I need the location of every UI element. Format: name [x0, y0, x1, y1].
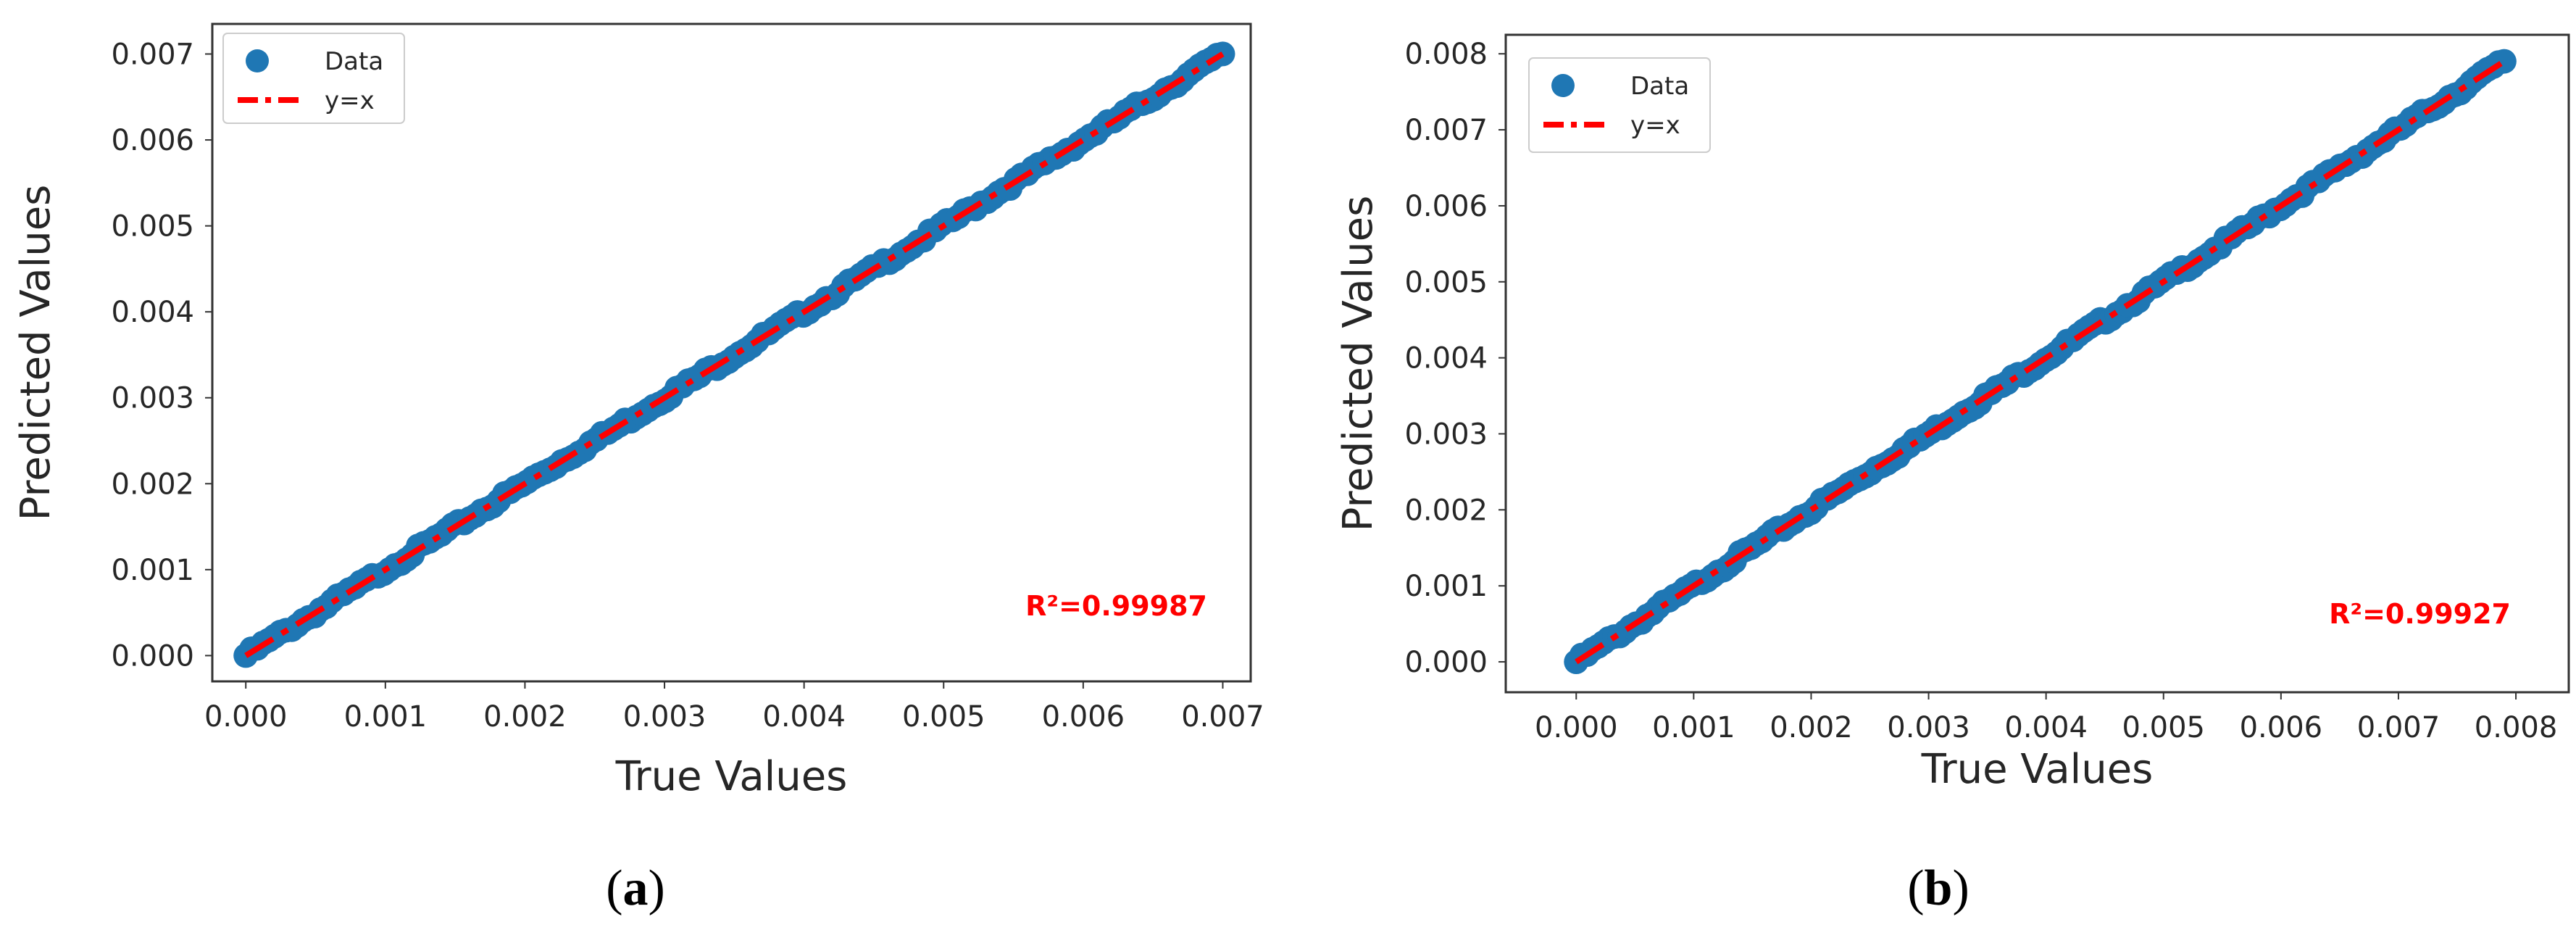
panel-label-open: (	[606, 860, 622, 916]
y-tick-label: 0.007	[1404, 114, 1488, 147]
y-tick-label: 0.000	[1404, 646, 1488, 679]
legend-marker-data	[246, 49, 269, 72]
identity-line	[244, 51, 1225, 658]
x-tick-label: 0.005	[902, 700, 985, 734]
y-tick-label: 0.007	[111, 38, 194, 71]
x-tick-label: 0.006	[1042, 700, 1125, 734]
x-tick-label: 0.007	[1181, 700, 1264, 734]
y-tick-label: 0.000	[111, 639, 194, 673]
x-tick-label: 0.002	[483, 700, 567, 734]
x-tick-label: 0.007	[2357, 711, 2440, 744]
y-axis-label: Predicted Values	[12, 185, 59, 521]
y-tick-label: 0.003	[1404, 418, 1488, 451]
y-tick-label: 0.005	[1404, 266, 1488, 299]
x-tick-label: 0.008	[2475, 711, 2558, 744]
x-axis-label: True Values	[615, 753, 848, 800]
r2-annotation: R²=0.99987	[1025, 590, 1207, 622]
x-tick-label: 0.001	[344, 700, 428, 734]
r2-annotation: R²=0.99927	[2329, 598, 2511, 630]
legend-box	[1528, 57, 1711, 153]
x-tick-label: 0.004	[762, 700, 846, 734]
x-tick-label: 0.006	[2240, 711, 2323, 744]
legend: Data y=x	[222, 33, 405, 124]
y-tick-label: 0.004	[1404, 342, 1488, 375]
y-tick-label: 0.003	[111, 382, 194, 415]
panel-label-open: (	[1907, 860, 1924, 916]
y-tick-label: 0.008	[1404, 38, 1488, 71]
x-tick-label: 0.000	[1535, 711, 1618, 744]
x-axis-label: True Values	[1921, 746, 2154, 793]
x-tick-label: 0.002	[1770, 711, 1853, 744]
y-axis-label: Predicted Values	[1335, 196, 1382, 532]
panel-label-close: )	[1952, 860, 1969, 916]
legend-label-data: Data	[325, 47, 383, 76]
chart-panel-a: 0.000 0.001 0.002 0.003 0.004 0.005 0.006 0.007…	[12, 22, 1264, 800]
legend-label-line: y=x	[1630, 111, 1680, 140]
y-tick-label: 0.004	[111, 296, 194, 329]
x-tick-label: 0.005	[2122, 711, 2205, 744]
panel-label-close: )	[649, 860, 665, 916]
y-tick-label: 0.002	[111, 468, 194, 501]
x-tick-label: 0.000	[204, 700, 288, 734]
x-tick-label: 0.003	[623, 700, 706, 734]
x-tick-label: 0.001	[1652, 711, 1735, 744]
y-tick-label: 0.002	[1404, 494, 1488, 527]
y-tick-label: 0.006	[111, 124, 194, 157]
y-tick-label: 0.005	[111, 210, 194, 244]
x-tick-label: 0.004	[2004, 711, 2088, 744]
identity-line	[1575, 59, 2506, 665]
legend: Data y=x	[1528, 57, 1711, 153]
panel-label: (a)	[606, 860, 665, 916]
legend-marker-data	[1551, 74, 1575, 97]
legend-label-line: y=x	[325, 86, 375, 115]
y-tick-label: 0.006	[1404, 190, 1488, 223]
chart-panel-b: 0.000 0.001 0.002 0.003 0.004 0.005 0.006 0.007…	[1335, 33, 2570, 793]
x-tick-label: 0.003	[1887, 711, 1970, 744]
legend-label-data: Data	[1630, 72, 1689, 101]
y-tick-label: 0.001	[111, 554, 194, 587]
y-tick-label: 0.001	[1404, 570, 1488, 603]
panel-label: (b)	[1907, 860, 1969, 916]
panel-label-letter: b	[1925, 860, 1953, 916]
panel-label-letter: a	[623, 860, 649, 916]
